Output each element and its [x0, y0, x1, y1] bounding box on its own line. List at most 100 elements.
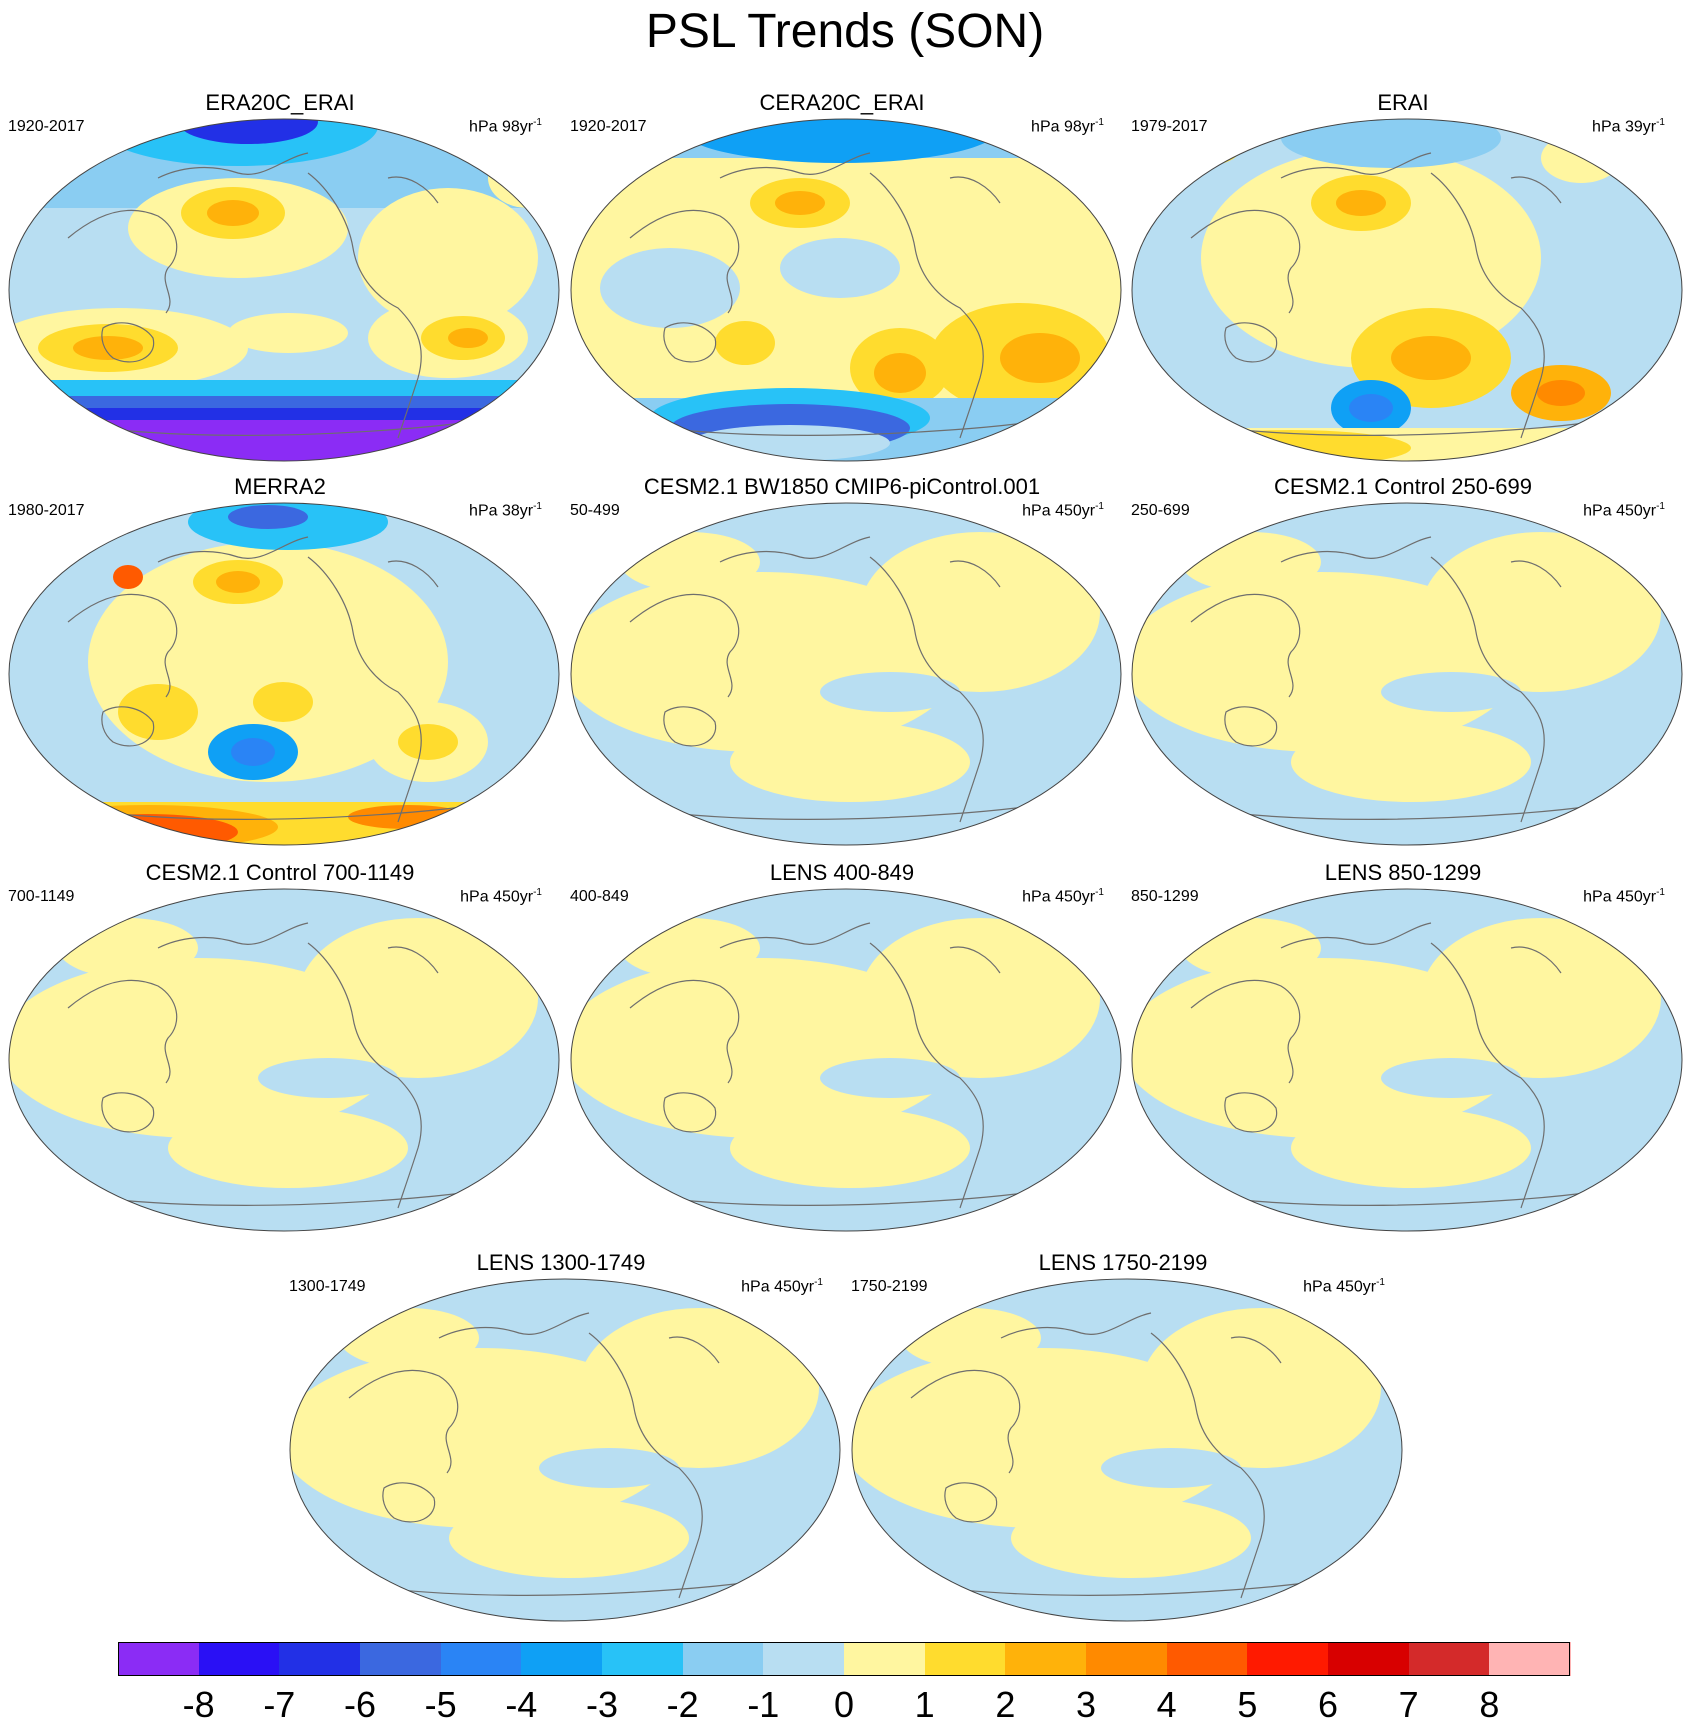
- panel-unit: hPa 450yr-1: [1303, 1277, 1385, 1296]
- colorbar-cell: [1328, 1642, 1410, 1676]
- map-panel-cesm-control-250: CESM2.1 Control 250-699 250-699 hPa 450y…: [1123, 474, 1683, 854]
- colorbar-tick-label: -2: [666, 1684, 699, 1725]
- panel-period: 1300-1749: [289, 1278, 366, 1295]
- map-panel-lens-400: LENS 400-849 400-849 hPa 450yr-1: [562, 860, 1122, 1240]
- panel-unit: hPa 38yr-1: [469, 501, 542, 520]
- map-border: [1131, 888, 1683, 1232]
- map-border: [570, 502, 1122, 846]
- field-shading: [9, 889, 559, 1231]
- panel-title: CESM2.1 Control 250-699: [1273, 474, 1533, 499]
- map-panel-lens-850: LENS 850-1299 850-1299 hPa 450yr-1: [1123, 860, 1683, 1240]
- colorbar-tick-label: 8: [1479, 1684, 1500, 1725]
- field-shading: [1132, 119, 1682, 461]
- colorbar-cell: [763, 1642, 845, 1676]
- panel-unit: hPa 450yr-1: [741, 1277, 823, 1296]
- colorbar-cell: [440, 1642, 522, 1676]
- world-map: [8, 502, 560, 846]
- colorbar-cell: [602, 1642, 684, 1676]
- colorbar-tick-label: -8: [182, 1684, 215, 1725]
- colorbar-cell: [1408, 1642, 1490, 1676]
- panel-title: LENS 400-849: [769, 860, 915, 885]
- map-panel-cesm-control-700: CESM2.1 Control 700-1149 700-1149 hPa 45…: [0, 860, 560, 1240]
- panel-unit: hPa 450yr-1: [1022, 501, 1104, 520]
- panel-period: 50-499: [570, 502, 620, 519]
- colorbar-tick-label: -7: [263, 1684, 296, 1725]
- panel-period: 1980-2017: [8, 502, 85, 519]
- colorbar-tick-label: -6: [343, 1684, 376, 1725]
- colorbar-tick-label: 3: [1075, 1684, 1097, 1725]
- colorbar-cell: [1005, 1642, 1087, 1676]
- world-map: [570, 502, 1122, 846]
- world-map: [8, 118, 560, 462]
- field-shading: [1132, 503, 1682, 845]
- world-map: [289, 1278, 841, 1622]
- field-shading: [9, 119, 559, 461]
- field-shading: [571, 889, 1121, 1231]
- colorbar-cell: [521, 1642, 603, 1676]
- colorbar-tick-label: -4: [505, 1684, 538, 1725]
- field-shading: [9, 503, 559, 845]
- map-panel-lens-1750: LENS 1750-2199 1750-2199 hPa 450yr-1: [843, 1250, 1403, 1630]
- map-panel-era20c: ERA20C_ERAI 1920-2017 hPa 98yr-1: [0, 90, 560, 470]
- colorbar-cell: [1086, 1642, 1168, 1676]
- field-shading: [571, 503, 1121, 845]
- panel-title: LENS 1750-2199: [1038, 1250, 1208, 1275]
- colorbar-cell: [360, 1642, 442, 1676]
- colorbar-tick-label: 2: [995, 1684, 1016, 1725]
- panel-title: LENS 850-1299: [1324, 860, 1482, 885]
- colorbar-cell: [1166, 1642, 1248, 1676]
- panel-period: 1920-2017: [570, 118, 647, 135]
- panel-period: 1979-2017: [1131, 118, 1208, 135]
- colorbar-cell: [118, 1642, 200, 1676]
- colorbar-tick-label: 7: [1398, 1684, 1419, 1725]
- figure-title: PSL Trends (SON): [645, 5, 1045, 58]
- map-border: [8, 118, 560, 462]
- world-map: [851, 1278, 1403, 1622]
- panel-period: 1750-2199: [851, 1278, 928, 1295]
- panel-unit: hPa 450yr-1: [1583, 501, 1665, 520]
- panel-title: CESM2.1 Control 700-1149: [145, 860, 415, 885]
- map-border: [851, 1278, 1403, 1622]
- map-border: [8, 888, 560, 1232]
- colorbar-cell: [1247, 1642, 1329, 1676]
- colorbar-cell: [198, 1642, 280, 1676]
- panel-title: LENS 1300-1749: [476, 1250, 646, 1275]
- world-map: [570, 888, 1122, 1232]
- field-shading: [1132, 889, 1682, 1231]
- world-map: [1131, 888, 1683, 1232]
- colorbar-tick-label: 6: [1317, 1684, 1339, 1725]
- colorbar-cell: [1489, 1642, 1571, 1676]
- world-map: [1131, 502, 1683, 846]
- colorbar-cell: [924, 1642, 1006, 1676]
- field-shading: [290, 1279, 840, 1621]
- map-border: [570, 888, 1122, 1232]
- map-border: [570, 118, 1122, 462]
- panel-period: 700-1149: [8, 888, 75, 905]
- panel-unit: hPa 450yr-1: [460, 887, 542, 906]
- field-shading: [852, 1279, 1402, 1621]
- colorbar-tick-label: -3: [585, 1684, 618, 1725]
- world-map: [570, 118, 1122, 462]
- world-map: [1131, 118, 1683, 462]
- colorbar-tick-label: 0: [833, 1684, 855, 1725]
- map-border: [8, 502, 560, 846]
- colorbar-cell: [279, 1642, 361, 1676]
- map-panel-erai: ERAI 1979-2017 hPa 39yr-1: [1123, 90, 1683, 470]
- panel-unit: hPa 450yr-1: [1022, 887, 1104, 906]
- panel-unit: hPa 450yr-1: [1583, 887, 1665, 906]
- panel-unit: hPa 39yr-1: [1592, 117, 1665, 136]
- colorbar-cell: [844, 1642, 926, 1676]
- colorbar-tick-label: 1: [914, 1684, 935, 1725]
- panel-title: ERAI: [1377, 90, 1429, 115]
- map-border: [289, 1278, 841, 1622]
- colorbar-tick-label: -5: [424, 1684, 457, 1725]
- panel-period: 850-1299: [1131, 888, 1199, 905]
- map-panel-lens-1300: LENS 1300-1749 1300-1749 hPa 450yr-1: [281, 1250, 841, 1630]
- colorbar: [118, 1642, 1571, 1676]
- colorbar-tick-label: -1: [747, 1684, 780, 1725]
- panel-title: CESM2.1 BW1850 CMIP6-piControl.001: [643, 474, 1041, 499]
- colorbar-tick-label: 4: [1156, 1684, 1177, 1725]
- world-map: [8, 888, 560, 1232]
- panel-title: MERRA2: [234, 474, 326, 499]
- panel-unit: hPa 98yr-1: [1031, 117, 1104, 136]
